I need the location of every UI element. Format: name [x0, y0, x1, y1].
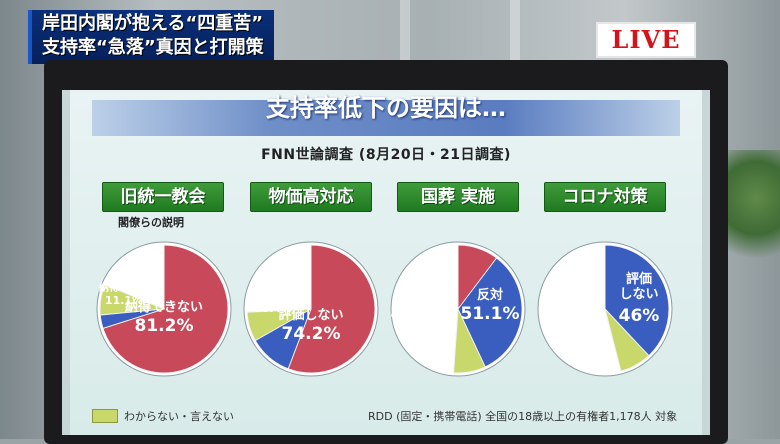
headline-line-1: 岸田内閣が抱える“四重苦” [42, 13, 264, 34]
pie-slice-value: 46% [553, 316, 594, 336]
pie-slice [99, 284, 165, 316]
pie-slice-label: する [560, 297, 586, 312]
pie-slice-label: 評価 [560, 281, 586, 297]
pie-slice [453, 307, 486, 374]
pie-slice-label: 評価しない [278, 307, 343, 323]
panel-edge-left [62, 90, 70, 435]
pie-slice-label: 賛成 [407, 287, 433, 303]
category-label-state-funeral: 国葬 実施 [397, 182, 519, 212]
headline-line-2: 支持率“急落”真因と打開策 [42, 37, 264, 58]
category-label-covid-measures: コロナ対策 [544, 182, 666, 212]
panel-title: 支持率低下の要因は… [266, 94, 506, 122]
title-band [92, 100, 680, 136]
pie-slice-label: 評価 [626, 271, 652, 287]
chart-note: 閣僚らの説明 [118, 216, 184, 229]
pie-slice-value: 40.8% [391, 304, 450, 324]
news-headline: 岸田内閣が抱える“四重苦” 支持率“急落”真因と打開策 [28, 10, 274, 64]
pie-slice-label: 反対 [477, 287, 503, 303]
category-label-price-measures: 物価高対応 [250, 182, 372, 212]
pie-slice-value: 18.4% [254, 302, 292, 315]
pie-label: 評価しない 46% [619, 271, 660, 326]
pie-slice-value: 46% [619, 306, 660, 326]
category-label-unification-church: 旧統一教会 [102, 182, 224, 212]
background-plant [720, 150, 780, 270]
legend-label-unknown: わからない・言えない [124, 410, 234, 423]
pie-label: 評価する 46% [553, 281, 594, 336]
pie-slice-label: 納得できない [125, 299, 203, 315]
legend-swatch-unknown [92, 409, 118, 423]
poll-panel: 支持率低下の要因は… FNN世論調査 (8月20日・21日調査) 旧統一教会 物… [62, 90, 710, 435]
pie-slice-value: 11.1% [105, 294, 143, 307]
pie-slice-label: 納得できる [99, 281, 149, 294]
pie-slice-label: 評価する [253, 289, 293, 302]
live-badge: LIVE [596, 22, 696, 58]
panel-edge-right [702, 90, 710, 435]
pie-charts: 納得できない81.2%納得できる11.1%評価しない74.2%評価する18.4%… [96, 241, 673, 377]
survey-source: RDD (固定・携帯電話) 全国の18歳以上の有権者1,178人 対象 [368, 410, 678, 423]
pie-slice-value: 81.2% [135, 316, 194, 336]
pie-slice [604, 308, 650, 372]
panel-subtitle: FNN世論調査 (8月20日・21日調査) [261, 147, 511, 163]
pie-slice-label: しない [619, 287, 658, 302]
pie-slice-value: 74.2% [282, 324, 341, 344]
pie-slice [246, 308, 312, 342]
pie-slice-value: 51.1% [461, 304, 520, 324]
